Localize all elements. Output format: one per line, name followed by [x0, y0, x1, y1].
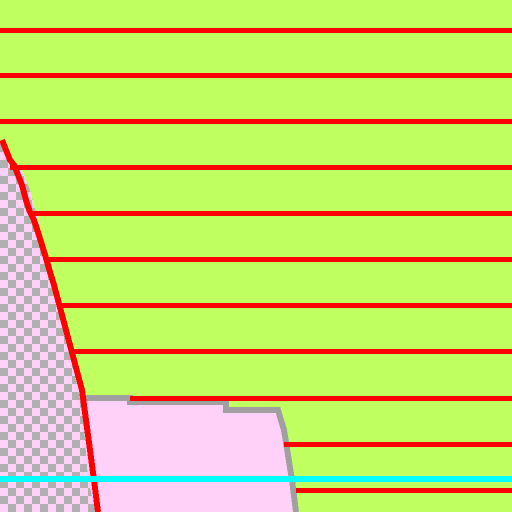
guide-line	[32, 211, 512, 216]
guide-line	[284, 442, 512, 447]
guide-line	[0, 119, 512, 124]
guide-line	[0, 28, 512, 33]
guide-line	[10, 165, 512, 170]
red-edge-line	[0, 138, 101, 512]
guide-line	[130, 396, 512, 401]
horizontal-guides	[0, 28, 512, 493]
guide-line	[58, 303, 512, 308]
guide-line	[296, 488, 512, 493]
highlight-line[interactable]	[0, 476, 512, 482]
guide-line	[72, 349, 512, 354]
guide-line	[44, 257, 512, 262]
transparent-checker-region	[0, 140, 96, 512]
guide-line	[0, 73, 512, 78]
